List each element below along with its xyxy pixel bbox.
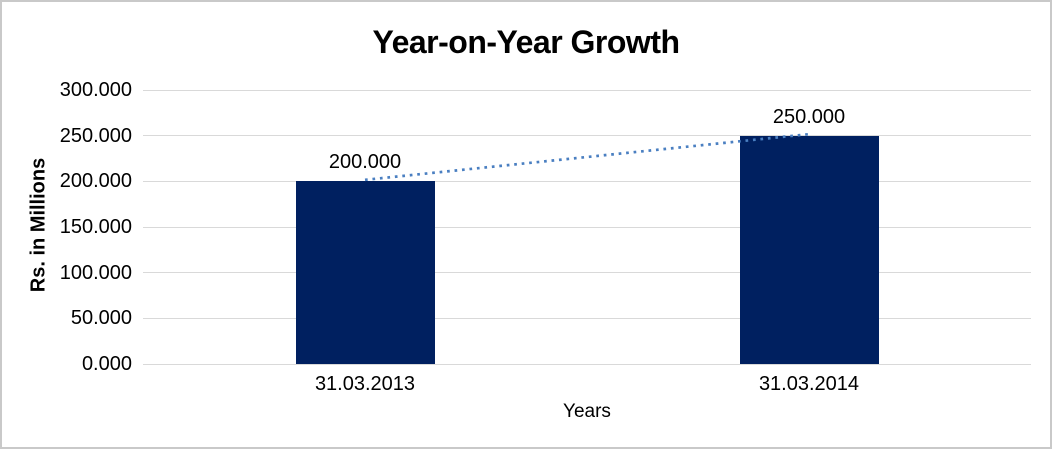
y-gridline <box>143 272 1031 274</box>
bar-data-label: 250.000 <box>772 105 846 128</box>
x-tick-label: 31.03.2014 <box>758 373 860 395</box>
y-tick-label: 50.000 <box>70 307 132 330</box>
y-tick-label: 250.000 <box>59 124 132 147</box>
x-tick-label: 31.03.2013 <box>314 373 416 395</box>
y-tick-label: 100.000 <box>59 261 132 284</box>
plot-area: 200.000 250.000 <box>143 89 1031 365</box>
y-gridline <box>143 89 1031 91</box>
y-gridline <box>143 135 1031 137</box>
chart-title: Year-on-Year Growth <box>372 24 680 60</box>
y-tick-label: 200.000 <box>59 170 132 193</box>
y-gridline <box>143 317 1031 319</box>
y-axis-title: Rs. in Millions <box>27 157 50 293</box>
y-gridline <box>143 226 1031 228</box>
bar-31.03.2014 <box>739 135 879 364</box>
y-axis-tick-labels: 300.000 250.000 200.000 150.000 100.000 50.00… <box>12 2 132 447</box>
y-tick-label: 150.000 <box>59 216 132 238</box>
y-gridline <box>143 180 1031 182</box>
x-axis-title: Years <box>563 401 611 422</box>
y-tick-label: 300.000 <box>59 79 132 101</box>
y-gridline <box>143 363 1031 365</box>
y-tick-label: 0.000 <box>81 353 132 375</box>
bar-data-label: 200.000 <box>328 151 402 174</box>
bar-31.03.2013 <box>295 181 435 364</box>
